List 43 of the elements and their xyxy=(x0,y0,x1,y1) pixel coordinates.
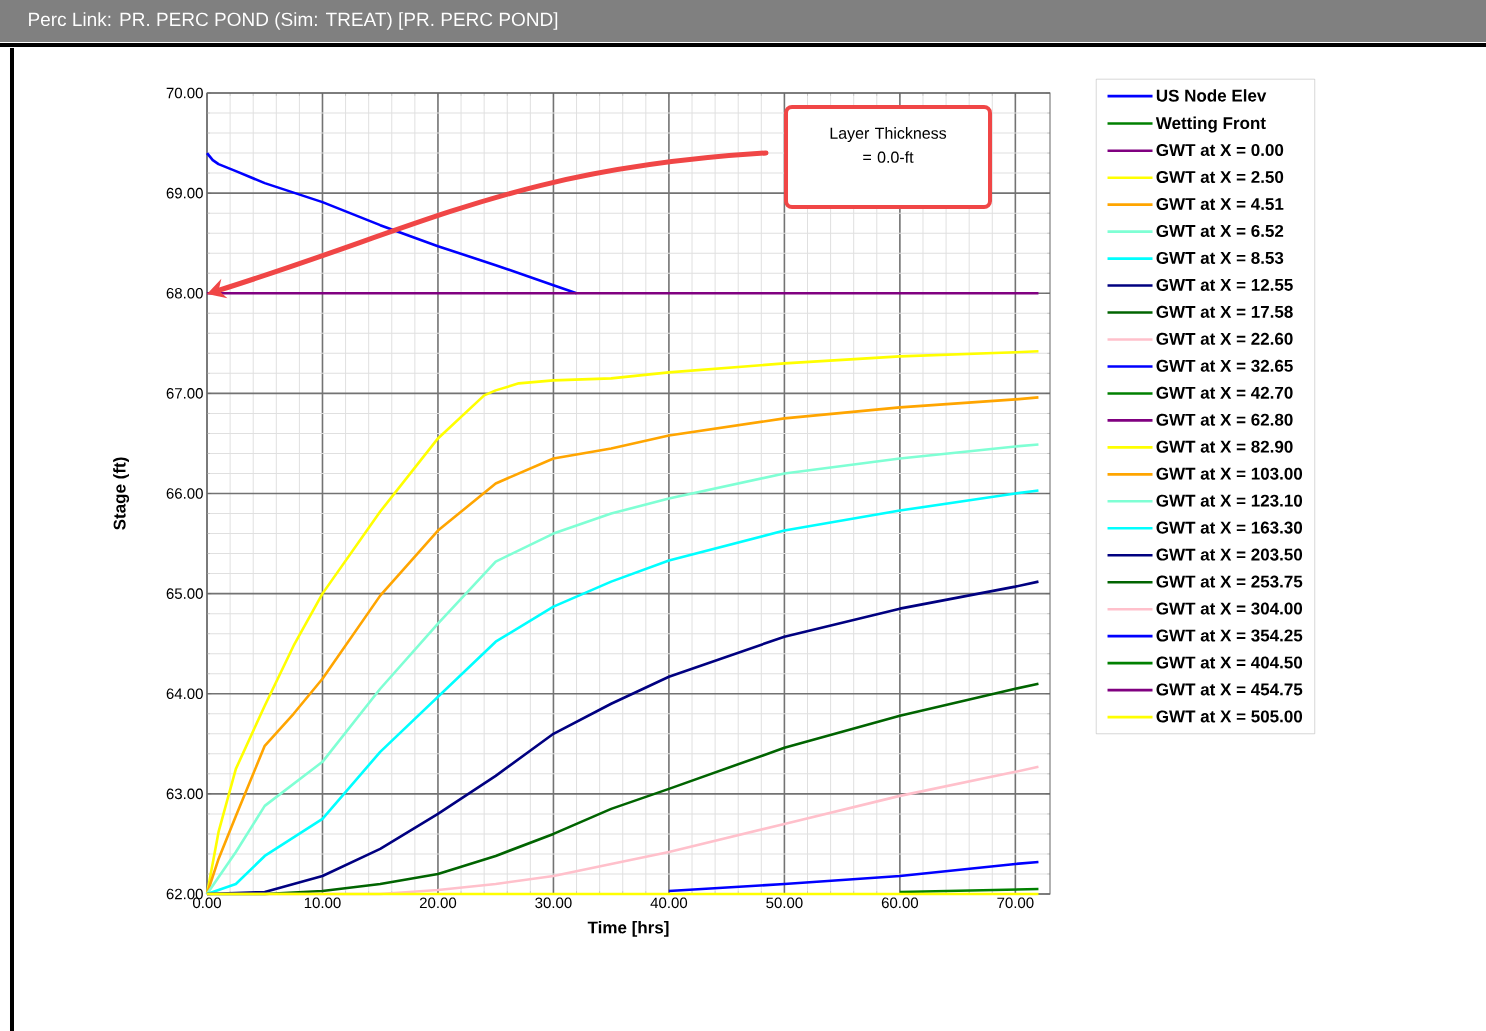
legend-label: GWT at X = 0.00 xyxy=(1156,144,1284,157)
legend-label: GWT at X = 22.60 xyxy=(1156,332,1293,345)
y-tick-label: 66.00 xyxy=(166,488,203,499)
chart-title: Perc Link: PR. PERC POND (Sim: TREAT) [PR. PERC POND] xyxy=(29,12,558,30)
x-tick-label: 30.00 xyxy=(535,897,572,909)
y-axis-title: Stage (ft) xyxy=(113,457,130,530)
legend-label: GWT at X = 203.50 xyxy=(1156,548,1303,561)
y-tick-label: 68.00 xyxy=(166,287,203,299)
y-tick-label: 69.00 xyxy=(166,187,203,199)
annotation: Layer Thickness = 0.0-ft xyxy=(830,127,947,163)
legend-label: Wetting Front xyxy=(1155,116,1266,133)
legend-label: GWT at X = 17.58 xyxy=(1156,305,1293,318)
legend-label: GWT at X = 8.53 xyxy=(1156,251,1284,264)
y-tick-label: 70.00 xyxy=(166,87,203,99)
legend-label: GWT at X = 163.30 xyxy=(1156,521,1303,534)
legend-label: GWT at X = 82.90 xyxy=(1156,440,1293,453)
legend-label: GWT at X = 123.10 xyxy=(1156,494,1303,507)
y-tick-label: 64.00 xyxy=(166,688,203,700)
legend-label: GWT at X = 404.50 xyxy=(1156,656,1303,669)
legend-label: GWT at X = 12.55 xyxy=(1156,278,1293,291)
legend-label: GWT at X = 42.70 xyxy=(1156,386,1293,399)
x-tick-label: 20.00 xyxy=(419,897,457,909)
legend-label: GWT at X = 62.80 xyxy=(1156,413,1293,426)
x-tick-label: 70.00 xyxy=(997,897,1034,909)
y-tick-label: 63.00 xyxy=(166,788,203,800)
legend-label: GWT at X = 505.00 xyxy=(1156,710,1303,723)
x-tick-label: 50.00 xyxy=(766,897,803,909)
legend-label: US Node Elev xyxy=(1156,89,1267,102)
legend-label: GWT at X = 2.50 xyxy=(1156,171,1284,184)
y-tick-label: 65.00 xyxy=(166,588,203,599)
legend-label: GWT at X = 6.52 xyxy=(1156,224,1284,237)
legend-label: GWT at X = 454.75 xyxy=(1156,683,1303,696)
legend-label: GWT at X = 304.00 xyxy=(1156,602,1303,615)
legend-label: GWT at X = 4.51 xyxy=(1156,197,1284,211)
legend-label: GWT at X = 354.25 xyxy=(1156,629,1303,642)
y-tick-label: 67.00 xyxy=(166,388,203,399)
x-tick-label: 10.00 xyxy=(304,897,341,909)
legend-label: GWT at X = 253.75 xyxy=(1156,575,1303,588)
legend-label: GWT at X = 32.65 xyxy=(1156,359,1293,372)
legend-label: GWT at X = 103.00 xyxy=(1156,467,1303,480)
x-tick-label: 60.00 xyxy=(881,897,919,909)
x-tick-label: 40.00 xyxy=(650,897,688,909)
x-axis-title: Time [hrs] xyxy=(587,921,669,937)
